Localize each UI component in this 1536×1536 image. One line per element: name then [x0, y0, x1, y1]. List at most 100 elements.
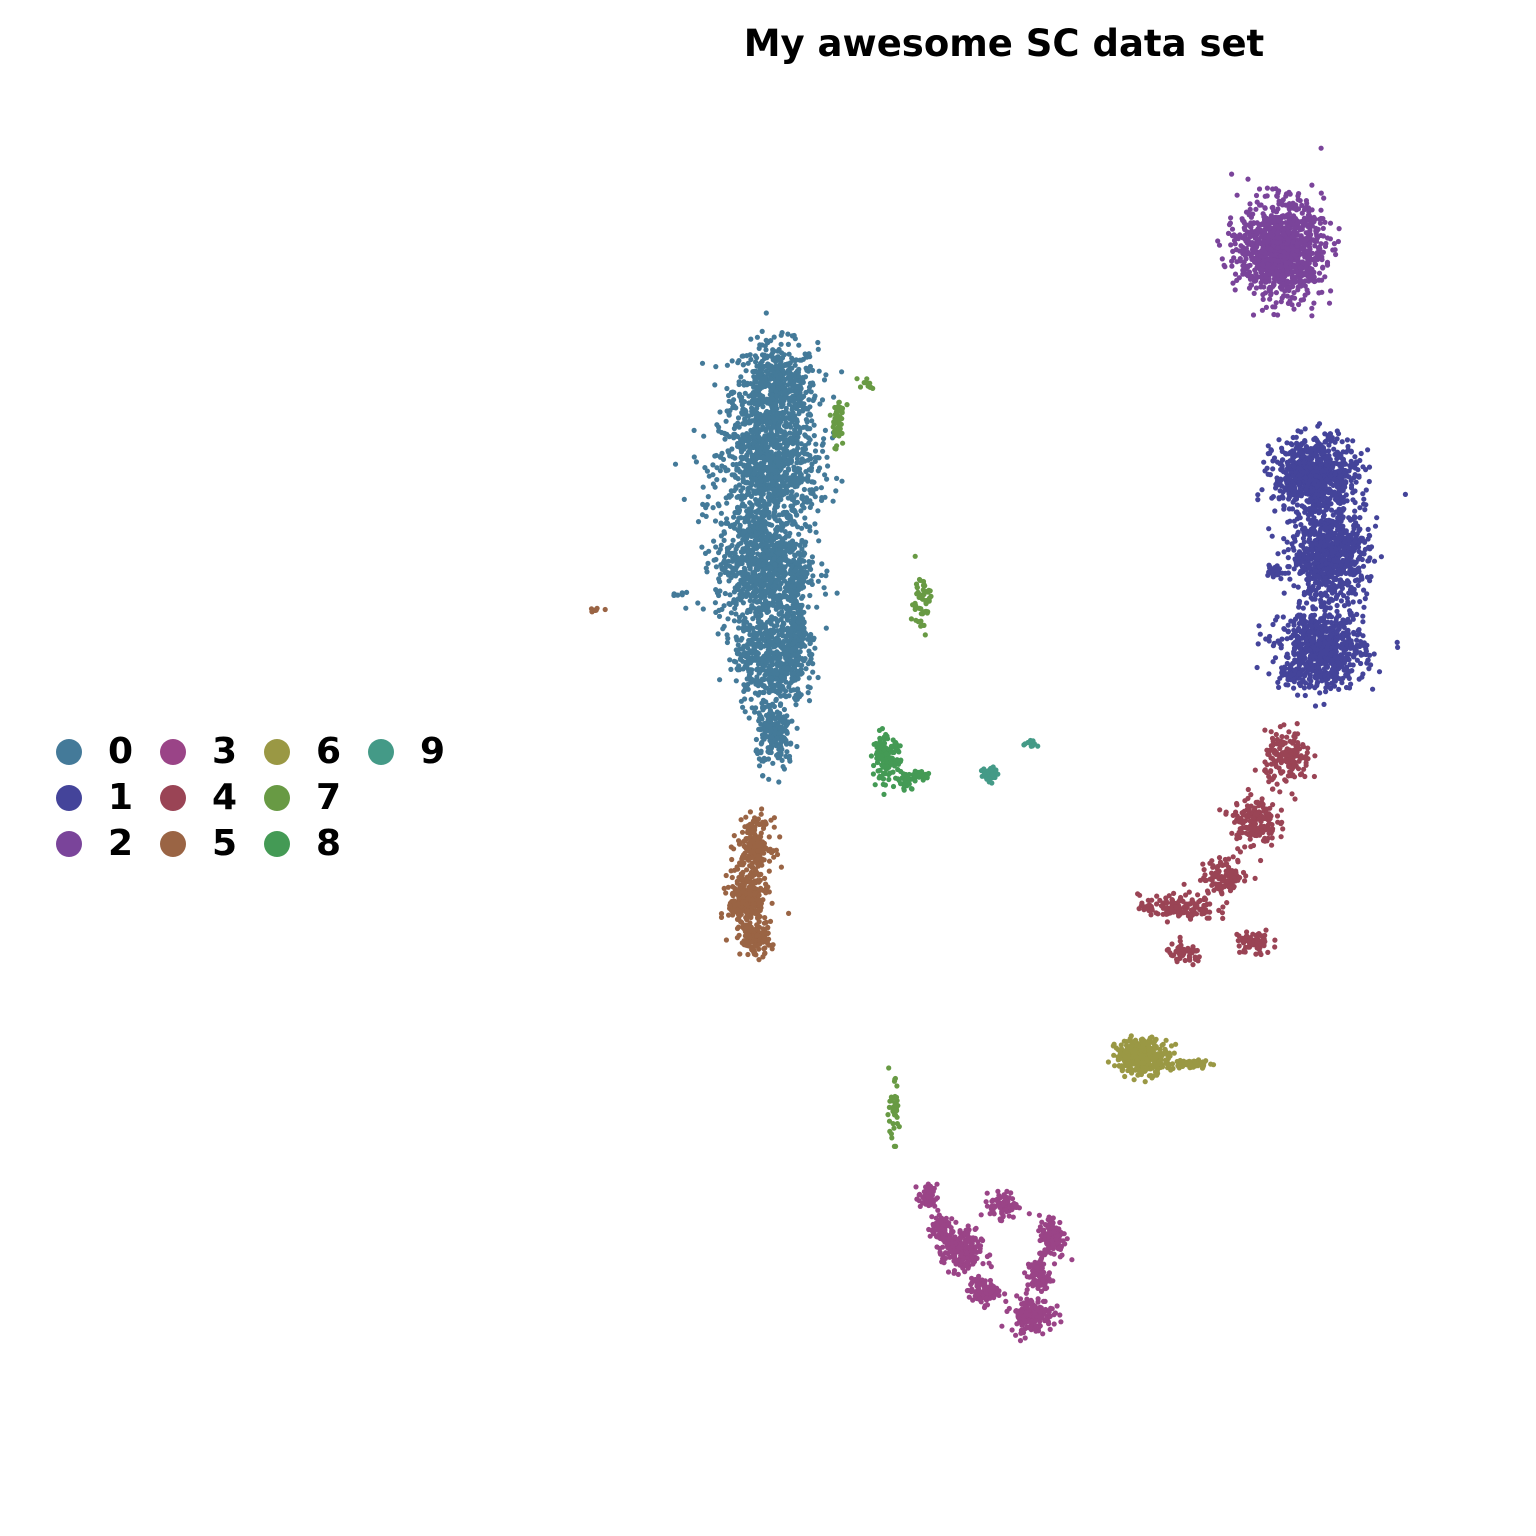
scatter-point [1315, 573, 1321, 580]
scatter-point [749, 705, 755, 711]
scatter-point [758, 543, 765, 549]
scatter-point [736, 541, 742, 547]
scatter-point [1361, 604, 1367, 610]
scatter-point [1365, 526, 1371, 533]
scatter-point [731, 514, 737, 520]
scatter-point [1332, 471, 1338, 477]
scatter-point [810, 479, 816, 485]
scatter-point [1372, 523, 1379, 529]
scatter-point [679, 590, 685, 596]
scatter-point [713, 556, 719, 563]
scatter-point [783, 362, 789, 368]
scatter-point [725, 520, 731, 527]
scatter-point [762, 475, 768, 481]
scatter-point [681, 496, 687, 502]
scatter-point [822, 591, 829, 597]
scatter-point [1361, 496, 1367, 502]
scatter-point [795, 610, 801, 616]
scatter-point [695, 519, 702, 525]
scatter-point [1323, 462, 1329, 468]
scatter-point [823, 625, 829, 631]
scatter-point [809, 636, 815, 642]
scatter-point [1350, 438, 1356, 444]
scatter-point [755, 655, 761, 662]
scatter-point [746, 441, 752, 447]
scatter-point [1339, 549, 1345, 555]
scatter-point [771, 668, 777, 674]
scatter-point [1281, 590, 1287, 596]
scatter-point [1313, 437, 1320, 443]
scatter-point [710, 472, 716, 478]
scatter-point [1281, 549, 1287, 555]
scatter-point [773, 401, 779, 407]
scatter-point [1259, 487, 1265, 493]
scatter-point [767, 376, 773, 382]
scatter-point [773, 696, 779, 703]
scatter-point [783, 533, 790, 539]
scatter-point [775, 424, 781, 431]
scatter-point [1336, 523, 1342, 529]
scatter-point [1330, 512, 1336, 518]
scatter-point [791, 448, 797, 454]
scatter-point [726, 434, 733, 440]
scatter-point [738, 637, 744, 643]
scatter-point [671, 591, 677, 597]
scatter-point [717, 571, 724, 578]
scatter-point [759, 631, 766, 637]
scatter-point [733, 678, 739, 684]
scatter-point [738, 515, 744, 521]
scatter-point [1277, 488, 1283, 494]
scatter-point [751, 573, 758, 579]
scatter-point [776, 583, 783, 589]
scatter-point [752, 709, 758, 715]
scatter-point [1296, 472, 1302, 479]
scatter-point [765, 424, 772, 430]
scatter-point [761, 554, 768, 560]
scatter-point [1305, 512, 1311, 518]
scatter-point [714, 477, 720, 483]
scatter-point [1329, 436, 1335, 442]
scatter-point [773, 388, 779, 394]
scatter-point [759, 486, 765, 492]
scatter-point [755, 399, 762, 405]
scatter-point [738, 496, 744, 502]
scatter-point [777, 545, 784, 551]
scatter-point [742, 663, 748, 669]
scatter-point [1353, 479, 1359, 485]
scatter-point [1344, 595, 1350, 601]
scatter-point [1378, 554, 1384, 560]
scatter-point [779, 674, 785, 680]
scatter-point [1302, 505, 1308, 511]
scatter-point [789, 503, 796, 509]
scatter-point [773, 442, 780, 449]
scatter-point [722, 590, 728, 597]
scatter-point [1349, 482, 1355, 488]
scatter-point [1328, 562, 1334, 568]
scatter-point [805, 690, 811, 696]
scatter-point [766, 485, 772, 491]
scatter-point [813, 441, 819, 447]
scatter-point [803, 495, 810, 501]
scatter-point [735, 420, 741, 426]
scatter-point [1272, 508, 1278, 514]
scatter-point [773, 579, 780, 585]
scatter-point [768, 338, 774, 344]
scatter-point [789, 671, 795, 677]
scatter-point [718, 520, 724, 526]
scatter-point [834, 475, 840, 481]
scatter-point [788, 666, 794, 673]
scatter-point [778, 401, 785, 407]
scatter-point [794, 743, 800, 750]
scatter-point [721, 430, 728, 436]
scatter-point [754, 479, 760, 485]
scatter-point [769, 658, 775, 664]
scatter-point [796, 451, 802, 458]
scatter-point [713, 364, 719, 370]
scatter-point [799, 539, 805, 545]
scatter-point [830, 498, 836, 504]
scatter-point [716, 428, 722, 434]
scatter-point [766, 491, 772, 497]
scatter-point [741, 565, 748, 571]
scatter-point [1318, 461, 1324, 467]
scatter-point [1266, 526, 1272, 532]
